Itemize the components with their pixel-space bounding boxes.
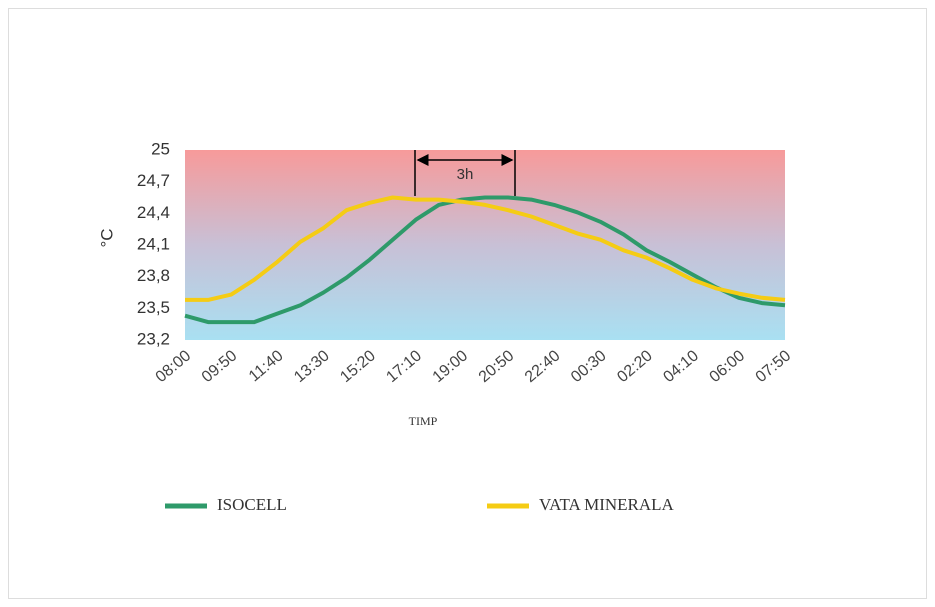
x-tick-label: 13:30 — [291, 347, 333, 386]
x-tick-label: 06:00 — [707, 347, 749, 386]
x-tick-label: 15:20 — [337, 347, 379, 386]
y-tick-label: 23,5 — [137, 298, 170, 317]
x-tick-label: 00:30 — [568, 347, 610, 386]
annotation: 3h — [457, 166, 474, 183]
x-tick-label: 11:40 — [246, 347, 287, 385]
x-tick-label: 02:20 — [614, 347, 656, 386]
line-series — [184, 195, 786, 325]
y-axis-label: °C — [97, 228, 116, 247]
frame — [8, 8, 927, 599]
y-tick-label: 24,7 — [137, 171, 170, 190]
x-tick-label: 22:40 — [522, 347, 564, 386]
y-tick-label: 23,2 — [137, 329, 170, 348]
x-tick-label: 17:10 — [383, 347, 425, 386]
x-tick-label: 07:50 — [753, 347, 795, 386]
legend-label: VATA MINERALA — [539, 495, 675, 514]
y-tick-label: 23,8 — [137, 266, 170, 285]
y-tick-label: 24,1 — [137, 234, 170, 253]
line-series — [185, 195, 786, 302]
plot-area — [185, 150, 785, 340]
legend-label: ISOCELL — [217, 495, 287, 514]
x-axis-label: TIMP — [409, 414, 438, 428]
y-tick-label: 25 — [151, 139, 170, 158]
x-tick-label: 04:10 — [660, 347, 702, 386]
x-tick-label: 09:50 — [199, 347, 241, 386]
x-tick-label: 19:00 — [430, 347, 472, 386]
y-tick-label: 24,4 — [137, 203, 170, 222]
x-tick-label: 20:50 — [476, 347, 518, 386]
x-tick-label: 08:00 — [153, 347, 195, 386]
